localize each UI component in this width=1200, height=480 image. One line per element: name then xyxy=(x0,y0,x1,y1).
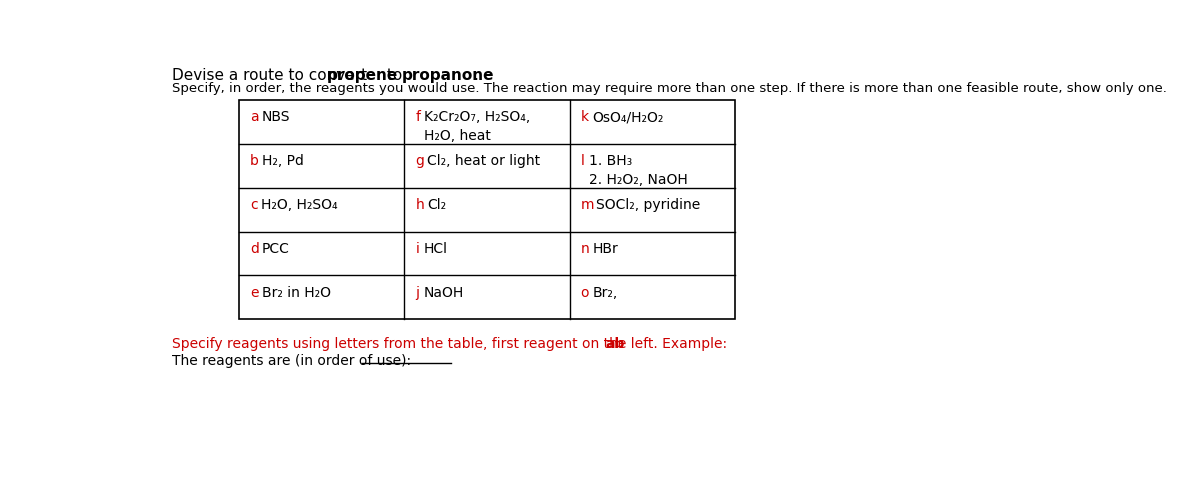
Text: Specify, in order, the reagents you would use. The reaction may require more tha: Specify, in order, the reagents you woul… xyxy=(172,82,1166,95)
Text: Cl₂, heat or light: Cl₂, heat or light xyxy=(427,154,540,168)
Text: Br₂ in H₂O: Br₂ in H₂O xyxy=(262,285,330,299)
Text: propene: propene xyxy=(326,68,398,83)
Text: .: . xyxy=(473,68,478,83)
Text: H₂O, H₂SO₄: H₂O, H₂SO₄ xyxy=(260,197,337,211)
Text: The reagents are (in order of use):: The reagents are (in order of use): xyxy=(172,353,410,367)
Text: b: b xyxy=(250,154,259,168)
Text: H₂O, heat: H₂O, heat xyxy=(424,129,491,143)
Text: SOCl₂, pyridine: SOCl₂, pyridine xyxy=(596,197,701,211)
Text: PCC: PCC xyxy=(262,241,289,255)
Text: a: a xyxy=(250,110,259,124)
Text: m: m xyxy=(581,197,594,211)
Text: Cl₂: Cl₂ xyxy=(427,197,446,211)
Text: o: o xyxy=(581,285,589,299)
Text: H₂, Pd: H₂, Pd xyxy=(262,154,304,168)
Text: i: i xyxy=(415,241,419,255)
Text: l: l xyxy=(581,154,584,168)
Text: HBr: HBr xyxy=(593,241,618,255)
Text: ab: ab xyxy=(605,336,625,350)
Text: K₂Cr₂O₇, H₂SO₄,: K₂Cr₂O₇, H₂SO₄, xyxy=(424,110,530,124)
Text: c: c xyxy=(250,197,258,211)
Text: j: j xyxy=(415,285,419,299)
Text: Br₂,: Br₂, xyxy=(592,285,618,299)
Bar xyxy=(239,101,736,320)
Text: HCl: HCl xyxy=(424,241,448,255)
Text: propanone: propanone xyxy=(401,68,494,83)
Text: n: n xyxy=(581,241,589,255)
Text: NaOH: NaOH xyxy=(424,285,463,299)
Text: to: to xyxy=(382,68,407,83)
Text: 1. BH₃: 1. BH₃ xyxy=(588,154,632,168)
Text: k: k xyxy=(581,110,589,124)
Text: OsO₄/H₂O₂: OsO₄/H₂O₂ xyxy=(592,110,664,124)
Text: Specify reagents using letters from the table, first reagent on the left. Exampl: Specify reagents using letters from the … xyxy=(172,336,731,350)
Text: f: f xyxy=(415,110,420,124)
Text: NBS: NBS xyxy=(262,110,290,124)
Text: g: g xyxy=(415,154,424,168)
Text: h: h xyxy=(415,197,424,211)
Text: Devise a route to convert: Devise a route to convert xyxy=(172,68,372,83)
Text: e: e xyxy=(250,285,258,299)
Text: 2. H₂O₂, NaOH: 2. H₂O₂, NaOH xyxy=(588,173,688,187)
Text: d: d xyxy=(250,241,259,255)
